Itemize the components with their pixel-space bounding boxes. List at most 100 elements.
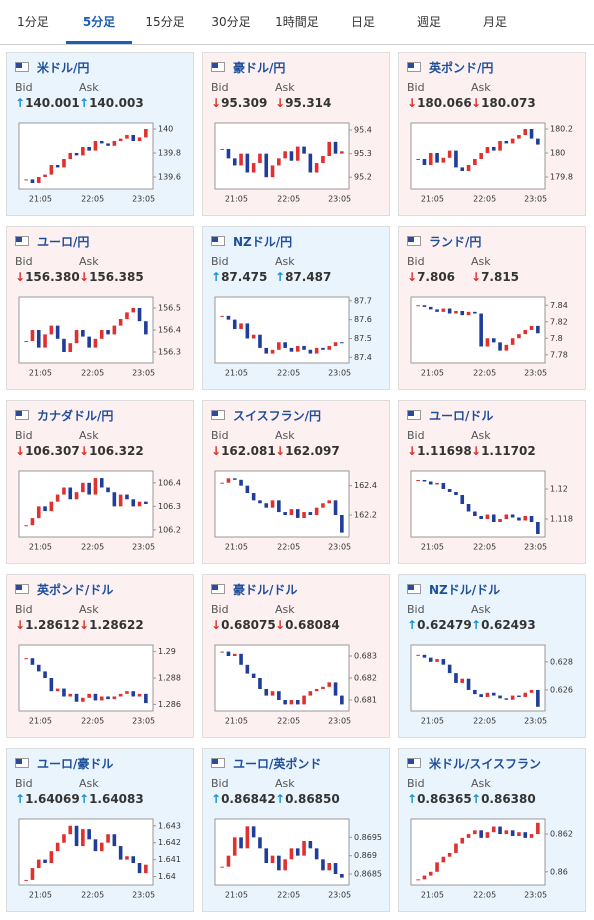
candle [473,511,477,516]
trend-arrow: ↓ [79,270,90,284]
x-tick-label: 21:05 [421,543,444,552]
y-tick-label: 0.862 [550,830,573,839]
candle [125,135,129,139]
candle [308,691,313,696]
candle [30,658,35,665]
rate-card[interactable]: 英ポンド/円 Bid Ask ↓180.066 ↓180.073 179.8 180 180.… [398,52,586,216]
rate-card[interactable]: ランド/円 Bid Ask ↓7.806 ↓7.815 7.78 7.8 7.82 7.84 21… [398,226,586,390]
candle [523,692,528,697]
candle [62,834,66,843]
rate-card[interactable]: カナダドル/円 Bid Ask ↓106.307 ↓106.322 106.2 106.3 1… [6,400,194,564]
trend-arrow: ↓ [471,444,482,458]
candle [99,696,104,701]
bid-price: 1.11698 [417,444,472,458]
trend-arrow: ↑ [211,270,222,284]
tab[interactable]: 日足 [350,15,375,29]
bid-price: 87.475 [221,270,268,284]
x-tick-label: 22:05 [277,195,300,204]
candle [81,330,85,337]
y-tick-label: 1.288 [158,674,181,683]
candle [460,837,465,844]
bid-value: ↓95.309 [211,96,267,110]
candle [131,135,136,141]
y-tick-label: 87.6 [354,315,372,324]
flag-icon [407,584,421,594]
ask-label: Ask [79,777,99,790]
ask-price: 0.86850 [285,792,340,806]
y-tick-label: 1.29 [158,647,176,656]
candle [232,837,237,856]
candle [422,305,427,307]
candle [220,148,224,150]
rate-card[interactable]: 豪ドル/ドル Bid Ask ↓0.68075 ↓0.68084 0.681 0.682 0.… [202,574,390,738]
candle [302,512,306,518]
rate-card[interactable]: ユーロ/英ポンド Bid Ask ↑0.86842 ↑0.86850 0.8685 0.86… [202,748,390,912]
ask-value: ↓106.322 [79,444,144,458]
flag-part [212,759,218,764]
y-tick-label: 1.286 [158,700,181,709]
candle [81,147,85,156]
candle [87,829,91,840]
rate-card[interactable]: ユーロ/円 Bid Ask ↓156.380 ↓156.385 156.3 156.4 156… [6,226,194,390]
y-tick-label: 1.64 [158,872,176,881]
candle [295,346,300,352]
candle [264,347,269,354]
candle [466,504,471,512]
pair-title: ユーロ/ドル [429,409,494,423]
x-tick-label: 23:05 [132,717,155,726]
x-tick-label: 21:05 [225,369,248,378]
rate-card[interactable]: NZドル/円 Bid Ask ↑87.475 ↑87.487 87.4 87.5 87.6 87… [202,226,390,390]
ask-price: 1.11702 [481,444,536,458]
x-tick-label: 22:05 [473,717,496,726]
rate-card[interactable]: 英ポンド/ドル Bid Ask ↓1.28612 ↓1.28622 1.286 1.288 1… [6,574,194,738]
x-tick-label: 21:05 [29,717,52,726]
pair-title: 英ポンド/円 [429,61,494,75]
candle [270,165,275,178]
x-tick-label: 22:05 [277,891,300,900]
candle [340,151,344,154]
rate-card[interactable]: NZドル/ドル Bid Ask ↑0.62479 ↑0.62493 0.626 0.628 2… [398,574,586,738]
tab[interactable]: 1時間足 [275,15,319,29]
candle [93,693,98,701]
candle [264,153,269,178]
candle [504,698,509,700]
trend-arrow: ↓ [79,618,90,632]
ask-price: 95.314 [285,96,332,110]
trend-arrow: ↓ [15,270,26,284]
y-tick-label: 1.641 [158,855,181,864]
flag-icon [15,584,29,594]
rate-card[interactable]: ユーロ/豪ドル Bid Ask ↑1.64069 ↑1.64083 1.64 1.641 1.… [6,748,194,912]
rate-card[interactable]: スイスフラン/円 Bid Ask ↓162.081 ↓162.097 162.2 162.4… [202,400,390,564]
bid-label: Bid [211,603,229,616]
candle [226,315,231,320]
candle [144,864,148,874]
trend-arrow: ↑ [275,270,286,284]
tab[interactable]: 月足 [482,15,507,29]
bid-value: ↓0.68075 [211,618,276,632]
candle [416,305,420,307]
tab[interactable]: 週足 [416,15,441,29]
bid-label: Bid [15,81,33,94]
tab[interactable]: 5分足 [66,0,132,44]
candle [422,159,427,165]
rate-card[interactable]: 米ドル/円 Bid Ask ↑140.001 ↑140.003 139.6 139.8 140… [6,52,194,216]
flag-part [408,411,414,416]
rate-card[interactable]: ユーロ/ドル Bid Ask ↓1.11698 ↓1.11702 1.118 1.12 21:… [398,400,586,564]
candle [333,863,338,874]
candle [30,518,35,526]
rate-card[interactable]: 豪ドル/円 Bid Ask ↓95.309 ↓95.314 95.2 95.3 95.4 21:… [202,52,390,216]
candle [106,487,110,493]
tab[interactable]: 30分足 [211,15,251,29]
tab[interactable]: 15分足 [145,15,185,29]
ask-label: Ask [471,429,491,442]
candle [314,507,319,515]
y-tick-label: 156.5 [158,304,181,313]
candle [529,325,534,330]
tab[interactable]: 1分足 [17,15,49,29]
candle [327,682,332,687]
candle [314,347,319,354]
candle [226,855,231,867]
candle [24,179,28,181]
y-tick-label: 180 [550,149,565,158]
rate-card[interactable]: 米ドル/スイスフラン Bid Ask ↑0.86365 ↑0.86380 0.86 0.86… [398,748,586,912]
